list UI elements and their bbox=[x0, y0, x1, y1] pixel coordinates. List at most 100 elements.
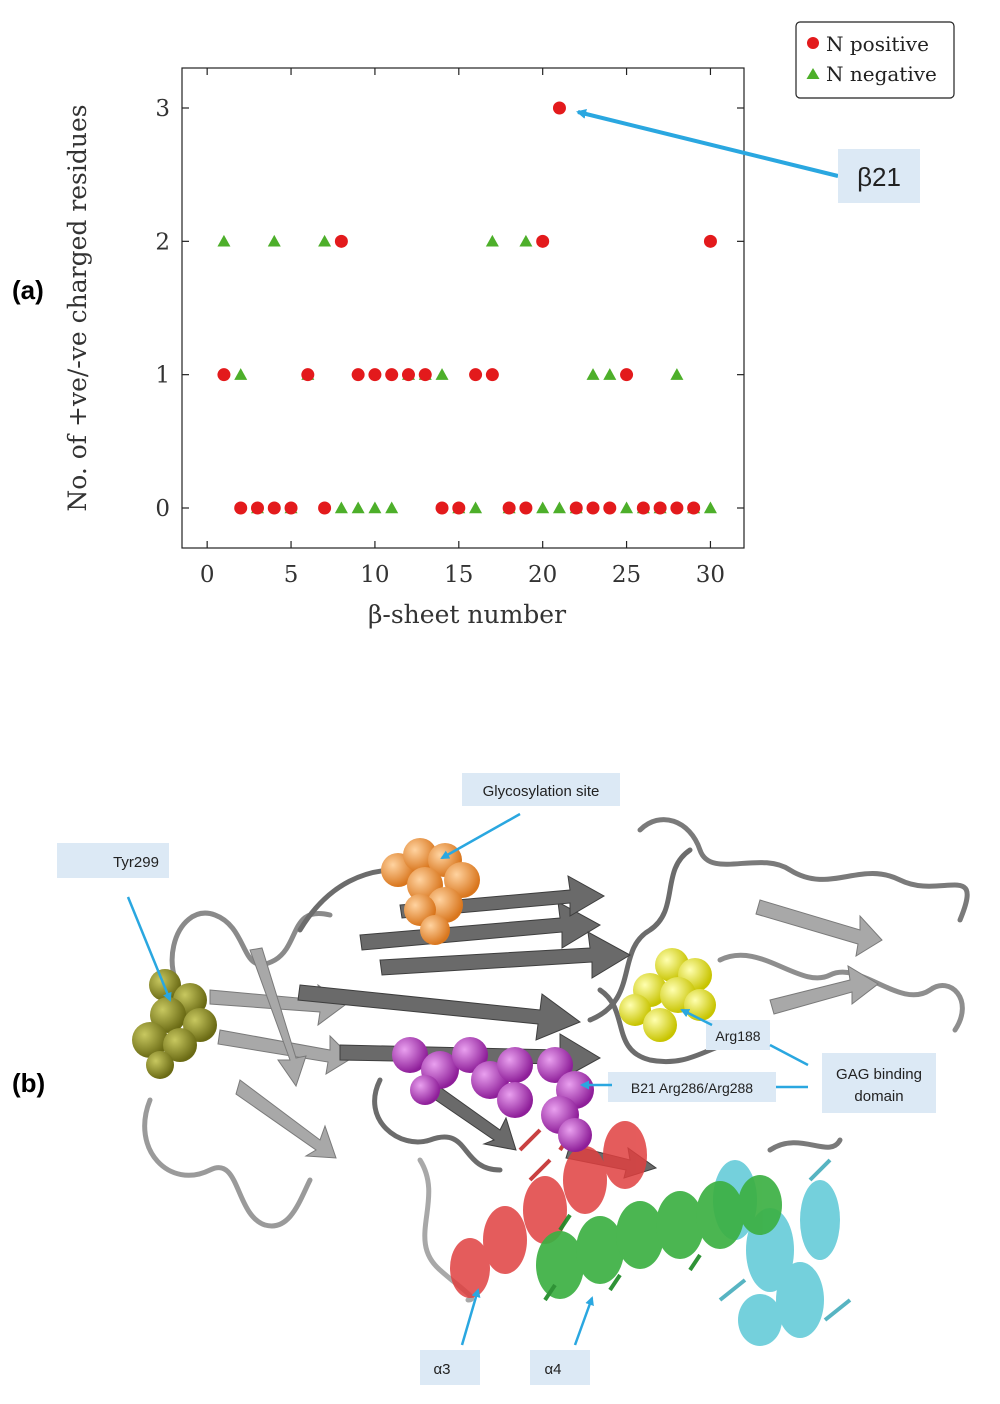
point-n-positive bbox=[250, 501, 264, 515]
point-n-positive bbox=[267, 501, 281, 515]
gag-connector-upper bbox=[769, 1043, 809, 1067]
point-n-negative bbox=[603, 368, 617, 380]
point-n-positive bbox=[301, 368, 315, 382]
point-n-positive bbox=[569, 501, 583, 515]
point-n-positive bbox=[670, 501, 684, 515]
x-tick-label: 10 bbox=[360, 562, 389, 588]
x-tick-label: 0 bbox=[200, 562, 215, 588]
point-n-positive bbox=[284, 501, 298, 515]
gag-label-box bbox=[822, 1053, 936, 1113]
x-tick-label: 30 bbox=[696, 562, 725, 588]
point-n-negative bbox=[435, 368, 449, 380]
x-axis-ticks: 0 5 10 15 20 25 30 bbox=[200, 68, 725, 588]
alpha3-label: α3 bbox=[433, 1361, 450, 1378]
point-n-negative bbox=[385, 501, 399, 514]
data-points bbox=[217, 101, 717, 515]
point-n-negative bbox=[703, 501, 717, 514]
point-n-positive bbox=[452, 501, 466, 515]
alpha3-arrow bbox=[460, 1288, 481, 1346]
y-tick-label: 3 bbox=[155, 96, 170, 122]
legend-marker-negative bbox=[806, 68, 820, 79]
scatter-chart: 0 5 10 15 20 25 30 0 1 2 3 β-sheet number No. of … bbox=[63, 21, 955, 629]
legend: N positive N negative bbox=[795, 21, 955, 99]
point-n-negative bbox=[469, 501, 483, 514]
point-n-negative bbox=[485, 234, 499, 247]
point-n-positive bbox=[217, 368, 231, 382]
point-n-positive bbox=[435, 501, 449, 515]
point-n-negative bbox=[536, 501, 550, 514]
gag-label-line1: GAG binding bbox=[836, 1066, 922, 1083]
protein-structure bbox=[132, 817, 970, 1346]
b21-label: B21 Arg286/Arg288 bbox=[631, 1080, 753, 1096]
y-tick-label: 0 bbox=[155, 496, 170, 522]
gag-label-line2: domain bbox=[854, 1088, 903, 1105]
x-tick-label: 5 bbox=[284, 562, 299, 588]
arg188-arrow bbox=[680, 1008, 713, 1027]
point-n-negative bbox=[318, 234, 332, 247]
glycosylation-label-box bbox=[462, 773, 620, 806]
point-n-negative bbox=[351, 501, 365, 514]
point-n-positive bbox=[586, 501, 600, 515]
point-n-negative bbox=[620, 501, 634, 514]
point-n-negative bbox=[670, 368, 684, 380]
point-n-positive bbox=[603, 501, 617, 515]
point-n-negative bbox=[234, 368, 248, 380]
point-n-positive bbox=[653, 501, 667, 515]
tyr299-label: Tyr299 bbox=[113, 854, 159, 871]
point-n-negative bbox=[586, 368, 600, 380]
point-n-positive bbox=[469, 368, 483, 382]
legend-marker-positive bbox=[807, 37, 819, 49]
point-n-positive bbox=[234, 501, 248, 515]
point-n-positive bbox=[620, 368, 634, 382]
alpha4-label-box bbox=[530, 1350, 590, 1385]
legend-box bbox=[795, 21, 955, 99]
point-n-positive bbox=[536, 234, 550, 248]
alpha4-arrow bbox=[573, 1296, 594, 1346]
point-n-positive bbox=[401, 368, 415, 382]
x-tick-label: 25 bbox=[612, 562, 641, 588]
point-n-positive bbox=[418, 368, 432, 382]
legend-label-negative: N negative bbox=[826, 62, 937, 86]
tyr299-residue bbox=[132, 969, 217, 1079]
point-n-negative bbox=[267, 234, 281, 247]
point-n-positive bbox=[485, 368, 499, 382]
point-n-negative bbox=[334, 501, 348, 514]
point-n-positive bbox=[334, 234, 348, 248]
glycosylation-site-residue bbox=[381, 838, 480, 945]
x-tick-label: 15 bbox=[444, 562, 473, 588]
glycosylation-arrow bbox=[440, 812, 521, 860]
point-n-positive bbox=[519, 501, 533, 515]
arg188-label: Arg188 bbox=[715, 1028, 760, 1044]
panel-label-a: (a) bbox=[12, 275, 44, 305]
point-n-positive bbox=[351, 368, 365, 382]
annotation-arrow bbox=[576, 109, 839, 178]
glycosylation-label: Glycosylation site bbox=[483, 783, 600, 800]
point-n-positive bbox=[368, 368, 382, 382]
point-n-positive bbox=[502, 501, 516, 515]
legend-label-positive: N positive bbox=[826, 32, 929, 56]
x-axis-label: β-sheet number bbox=[368, 600, 566, 629]
annotation-label: β21 bbox=[857, 162, 901, 192]
plot-frame bbox=[181, 67, 745, 549]
y-axis-ticks: 0 1 2 3 bbox=[155, 96, 744, 522]
point-n-positive bbox=[385, 368, 399, 382]
b21-label-box bbox=[608, 1072, 776, 1102]
beta-strands-light bbox=[209, 899, 883, 1159]
helix-alpha4 bbox=[536, 1175, 782, 1302]
beta-sheet-central bbox=[297, 875, 658, 1179]
point-n-positive bbox=[703, 234, 717, 248]
arg188-residue bbox=[619, 948, 716, 1042]
b21-arg286-arg288-residues bbox=[392, 1037, 594, 1152]
x-tick-label: 20 bbox=[528, 562, 557, 588]
y-axis-label: No. of +ve/-ve charged residues bbox=[63, 104, 92, 511]
tyr299-arrow bbox=[126, 896, 172, 1002]
tyr299-label-box bbox=[57, 843, 169, 878]
structure-annotations: Glycosylation site Tyr299 Arg188 B21 Arg… bbox=[57, 773, 936, 1385]
point-n-positive bbox=[636, 501, 650, 515]
point-n-negative bbox=[519, 234, 533, 247]
y-tick-label: 2 bbox=[155, 229, 170, 255]
point-n-positive bbox=[687, 501, 701, 515]
point-n-negative bbox=[552, 501, 566, 514]
y-tick-label: 1 bbox=[155, 363, 170, 389]
